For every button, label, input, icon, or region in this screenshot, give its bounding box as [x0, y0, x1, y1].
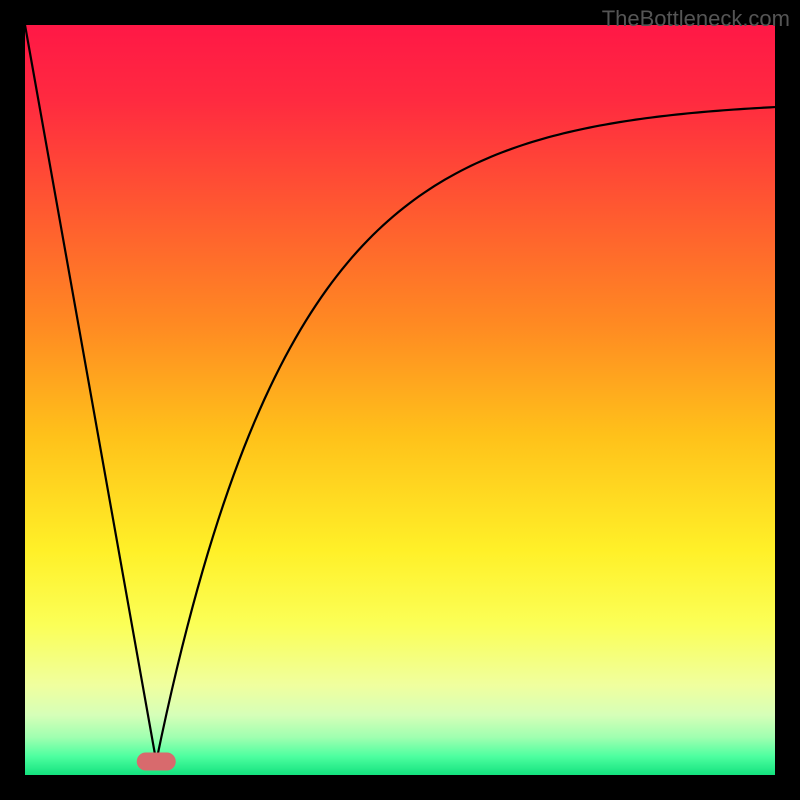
chart-svg: [0, 0, 800, 800]
bottleneck-chart: TheBottleneck.com: [0, 0, 800, 800]
watermark-text: TheBottleneck.com: [602, 6, 790, 32]
optimum-marker: [137, 753, 176, 771]
